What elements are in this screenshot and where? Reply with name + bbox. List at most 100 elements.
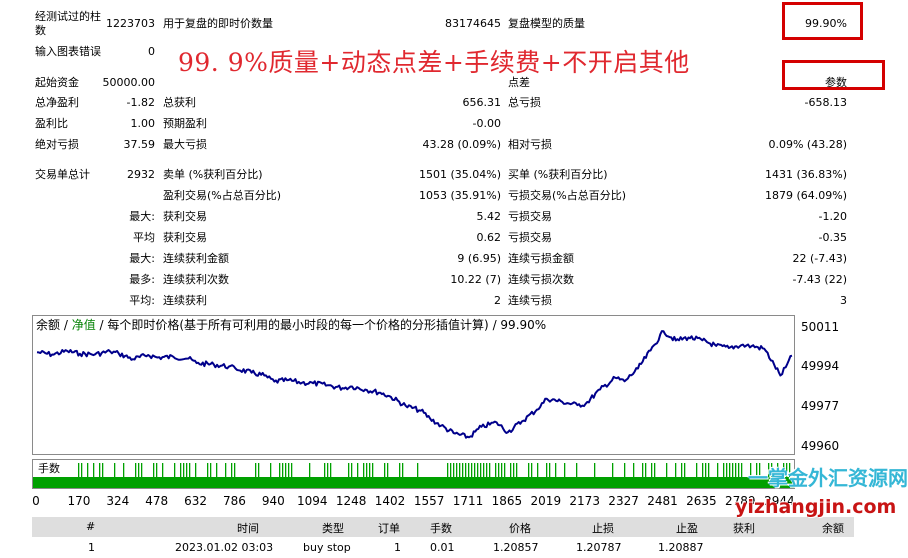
- volume-bar: [258, 463, 260, 477]
- volume-bar: [705, 463, 707, 477]
- volume-bar: [726, 463, 728, 477]
- abs-drawdown-label: 绝对亏损: [35, 138, 79, 151]
- results-table-header: # 时间 类型 订单 手数 价格 止损 止盈 获利 余额: [32, 517, 854, 537]
- x-tick-label: 2173: [569, 494, 600, 508]
- rel-drawdown-label: 相对亏损: [508, 138, 552, 151]
- quality-highlight-box: [782, 2, 863, 40]
- ticks-value: 83174645: [445, 17, 501, 30]
- total-trades-value: 2932: [127, 168, 155, 181]
- max-label: 最大:: [129, 252, 155, 265]
- volume-bar: [486, 463, 488, 477]
- x-tick-label: 0: [32, 494, 40, 508]
- col-size: 手数: [430, 522, 452, 535]
- rel-drawdown-value: 0.09% (43.28): [768, 138, 847, 151]
- volume-bar: [786, 463, 788, 477]
- volume-bar: [594, 463, 596, 477]
- col-tp: 止盈: [676, 522, 698, 535]
- quality-value: 99.90%: [805, 17, 847, 30]
- loss-trades-label: 亏损交易(%占总百分比): [508, 189, 627, 202]
- volume-bar: [489, 463, 491, 477]
- volume-bar: [183, 463, 185, 477]
- volume-bar: [450, 463, 452, 477]
- legend-equity: 净值: [71, 318, 96, 332]
- volume-bar: [783, 463, 785, 477]
- volume-bar: [255, 463, 257, 477]
- x-tick-label: 940: [261, 494, 285, 508]
- x-tick-label: 2944: [764, 494, 795, 508]
- volume-bar: [174, 463, 176, 477]
- gross-profit-label: 总获利: [163, 96, 196, 109]
- profit-trades-value: 1053 (35.91%): [418, 189, 501, 202]
- volume-bar: [135, 463, 137, 477]
- avg-consec-losses-value: 3: [840, 294, 847, 307]
- average-loss-label: 亏损交易: [508, 231, 552, 244]
- volume-bar: [510, 463, 512, 477]
- volume-bar: [708, 463, 710, 477]
- volume-bar: [471, 463, 473, 477]
- volume-bar: [459, 463, 461, 477]
- volume-bar: [495, 463, 497, 477]
- net-profit-label: 总净盈利: [35, 96, 79, 109]
- y-tick-label: 49960: [801, 438, 840, 453]
- total-trades-label: 交易单总计: [35, 168, 90, 181]
- volume-bar: [738, 463, 740, 477]
- volume-bar: [102, 463, 104, 477]
- max-consec-loss-value: -7.43 (22): [792, 273, 847, 286]
- expected-payoff-label: 预期盈利: [163, 117, 207, 130]
- volume-bar: [513, 463, 515, 477]
- volume-bar: [768, 463, 770, 477]
- volume-bar: [330, 463, 332, 477]
- col-sl: 止损: [592, 522, 614, 535]
- volume-bar: [633, 463, 635, 477]
- x-tick-label: 1711: [452, 494, 484, 508]
- average-profit-label: 获利交易: [163, 231, 207, 244]
- col-price: 价格: [509, 522, 531, 535]
- volume-bar: [81, 463, 83, 477]
- col-time: 时间: [237, 522, 259, 535]
- profit-trades-label: 盈利交易(%占总百分比): [163, 189, 282, 202]
- x-tick-label: 1402: [374, 494, 406, 508]
- volume-bar: [399, 463, 401, 477]
- balance-series-line: [36, 330, 793, 439]
- average-label: 平均: [133, 231, 155, 244]
- volume-bar: [357, 463, 359, 477]
- volume-bar: [348, 463, 350, 477]
- volume-bar: [99, 463, 101, 477]
- volume-bar: [372, 463, 374, 477]
- max-consec-wins-value: 9 (6.95): [457, 252, 501, 265]
- gross-loss-value: -658.13: [804, 96, 847, 109]
- volume-bar: [279, 463, 281, 477]
- bars-label: 经测试过的柱数: [35, 10, 101, 37]
- x-tick-label: 478: [145, 494, 169, 508]
- volume-bar: [363, 463, 365, 477]
- spread-label: 点差: [508, 76, 530, 89]
- volume-bar: [717, 463, 719, 477]
- x-tick-label: 786: [223, 494, 246, 508]
- volume-bar: [576, 463, 578, 477]
- spread-highlight-box: [782, 60, 885, 90]
- volume-bar: [468, 463, 470, 477]
- volume-bar: [282, 463, 284, 477]
- x-tick-label: 2481: [647, 494, 678, 508]
- volume-bar: [729, 463, 731, 477]
- largest-loss-value: -1.20: [818, 210, 847, 223]
- volume-bar: [777, 463, 779, 477]
- volume-bar: [234, 463, 236, 477]
- gross-loss-label: 总亏损: [508, 96, 541, 109]
- legend-sep3: /: [488, 318, 501, 332]
- profit-factor-value: 1.00: [130, 117, 156, 130]
- volume-bar: [549, 463, 551, 477]
- volume-bar: [465, 463, 467, 477]
- volume-bar: [189, 463, 191, 477]
- volume-bar: [501, 463, 503, 477]
- most-label: 最多:: [129, 273, 155, 286]
- volume-bar: [288, 463, 290, 477]
- volume-bar: [417, 463, 419, 477]
- volume-bar: [477, 463, 479, 477]
- cell-size: 0.01: [430, 541, 455, 554]
- volume-bar: [504, 463, 506, 477]
- chart-errors-value: 0: [148, 45, 155, 58]
- volume-bar: [756, 463, 758, 477]
- loss-trades-value: 1879 (64.09%): [764, 189, 847, 202]
- volume-bar: [309, 463, 311, 477]
